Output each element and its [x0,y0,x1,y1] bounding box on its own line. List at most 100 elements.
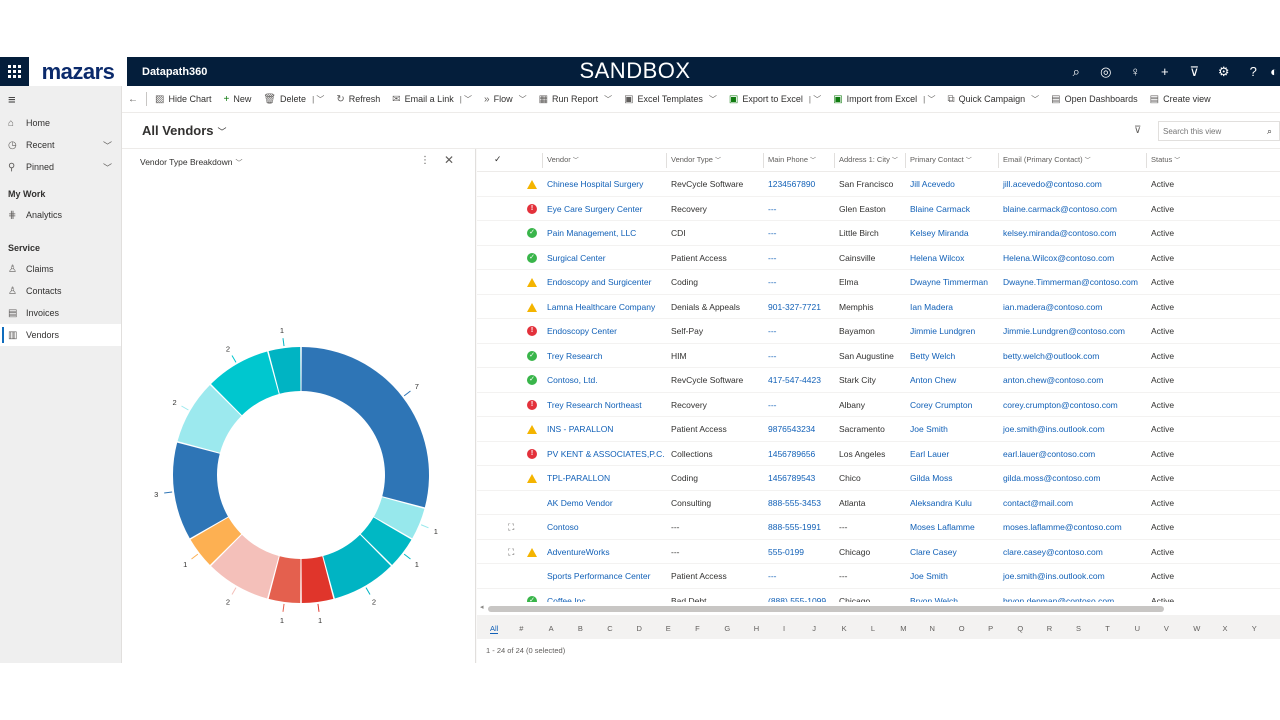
cell-main-phone[interactable]: 9876543234 [768,424,816,434]
table-row[interactable]: Chinese Hospital Surgery RevCycle Softwar… [477,172,1280,197]
alphabet-filter-j[interactable]: J [812,624,817,633]
cell-email[interactable]: earl.lauer@contoso.com [1003,448,1096,459]
cell-vendor[interactable]: Eye Care Surgery Center [547,203,643,214]
export-excel-button[interactable]: ▣ Export to Excel | ﹀ [723,86,827,113]
chevron-down-icon[interactable]: | ﹀ [923,94,936,104]
scroll-left-icon[interactable]: ◂ [480,604,484,611]
delete-button[interactable]: 🗑 Delete | ﹀ [257,86,330,113]
cell-primary-contact[interactable]: Joe Smith [910,424,948,434]
cell-main-phone[interactable]: --- [768,350,777,361]
run-report-button[interactable]: ▦ Run Report ﹀ [533,86,618,113]
cell-email[interactable]: contact@mail.com [1003,497,1074,508]
chevron-down-icon[interactable]: ﹀ [708,94,717,104]
sidebar-item-claims[interactable]: ♙ Claims [0,258,121,280]
hamburger-icon[interactable]: ≡ [8,91,16,107]
donut-slice[interactable] [301,556,334,603]
cell-primary-contact[interactable]: Helena Wilcox [910,252,965,263]
alphabet-filter-k[interactable]: K [841,624,847,633]
cell-primary-contact[interactable]: Kelsey Miranda [910,228,969,238]
cell-vendor[interactable]: Contoso, Ltd. [547,375,598,385]
table-row[interactable]: ✓ Coffee Inc Bad Debt (888) 555-1099 Chicago… [477,589,1280,602]
table-row[interactable]: TPL-PARALLON Coding 1456789543 Chico Gilda M… [477,466,1280,491]
alphabet-filter-d[interactable]: D [636,624,642,633]
alphabet-filter-f[interactable]: F [695,624,700,633]
column-header-main-phone[interactable]: Main Phone ﹀ [768,155,816,164]
chevron-down-icon[interactable]: ﹀ [604,94,613,104]
alphabet-filter-o[interactable]: O [958,624,965,633]
close-icon[interactable]: ✕ [444,153,455,167]
alphabet-filter-r[interactable]: R [1046,624,1053,633]
hierarchy-icon[interactable]: ⛶ [508,522,515,532]
table-row[interactable]: ! Eye Care Surgery Center Recovery --- Glen … [477,197,1280,221]
cell-main-phone[interactable]: 1234567890 [768,179,816,189]
donut-slice[interactable] [211,351,279,416]
refresh-button[interactable]: ↻ Refresh [330,86,386,113]
donut-slice[interactable] [190,517,242,565]
cell-primary-contact[interactable]: Aleksandra Kulu [910,497,972,508]
chevron-down-icon[interactable]: | ﹀ [459,94,473,104]
cell-vendor[interactable]: AK Demo Vendor [547,497,613,508]
cell-email[interactable]: corey.crumpton@contoso.com [1003,399,1118,410]
more-options-icon[interactable]: ⋮ [420,155,430,166]
cell-main-phone[interactable]: --- [768,277,777,287]
cell-main-phone[interactable]: 555-0199 [768,546,804,557]
chevron-down-icon[interactable]: ﹀ [102,140,112,151]
cell-vendor[interactable]: Endoscopy Center [547,326,617,336]
cell-email[interactable]: joe.smith@ins.outlook.com [1003,424,1105,434]
chart-selector[interactable]: Vendor Type Breakdown ﹀ [140,157,242,168]
alphabet-filter-m[interactable]: M [900,624,907,633]
cell-main-phone[interactable]: --- [768,571,777,581]
chevron-down-icon[interactable]: | ﹀ [808,94,822,104]
target-icon[interactable]: ◎ [1100,63,1112,79]
cell-main-phone[interactable]: --- [768,252,777,263]
user-icon[interactable]: ◐ [1270,64,1278,79]
cell-email[interactable]: ian.madera@contoso.com [1003,301,1103,312]
cell-main-phone[interactable]: --- [768,228,777,238]
donut-slice[interactable] [323,534,391,599]
cell-email[interactable]: anton.chew@contoso.com [1003,375,1104,385]
chevron-down-icon[interactable]: ﹀ [1031,94,1040,104]
quick-campaign-button[interactable]: ⧉ Quick Campaign ﹀ [941,86,1045,113]
donut-slice[interactable] [360,517,412,565]
alphabet-filter-w[interactable]: W [1193,624,1201,633]
cell-email[interactable]: blaine.carmack@contoso.com [1003,203,1117,214]
cell-email[interactable]: clare.casey@contoso.com [1003,546,1103,557]
alphabet-filter-s[interactable]: S [1076,624,1082,633]
donut-slice[interactable] [177,385,242,453]
table-row[interactable]: AK Demo Vendor Consulting 888-555-3453 Atla… [477,491,1280,515]
sidebar-item-pinned[interactable]: ⚲ Pinned ﹀ [0,156,121,178]
column-header-vendor[interactable]: Vendor ﹀ [547,155,579,164]
chevron-down-icon[interactable]: ﹀ [518,94,527,104]
column-header-status[interactable]: Status ﹀ [1151,155,1180,164]
column-header-vendor-type[interactable]: Vendor Type ﹀ [671,155,721,164]
cell-main-phone[interactable]: 888-555-3453 [768,497,821,508]
alphabet-filter-t[interactable]: T [1105,624,1110,633]
back-button[interactable]: ← [122,86,144,113]
cell-primary-contact[interactable]: Clare Casey [910,546,957,557]
cell-vendor[interactable]: AdventureWorks [547,546,610,557]
cell-primary-contact[interactable]: Joe Smith [910,571,948,581]
table-row[interactable]: ! Trey Research Northeast Recovery --- Alban… [477,393,1280,417]
table-row[interactable]: ! PV KENT & ASSOCIATES,P.C. Collections 145… [477,442,1280,466]
sidebar-item-recent[interactable]: ◷ Recent ﹀ [0,134,121,156]
alphabet-filter-e[interactable]: E [665,624,671,633]
app-name[interactable]: Datapath360 [142,65,208,78]
cell-vendor[interactable]: Trey Research Northeast [547,399,642,410]
cell-vendor[interactable]: Trey Research [547,350,603,361]
select-all-checkbox[interactable]: ✓ [494,154,502,164]
filter-icon[interactable]: ⊽ [1189,63,1199,79]
alphabet-filter-a[interactable]: A [548,624,554,633]
help-icon[interactable]: ? [1249,64,1257,79]
table-row[interactable]: ⛶ AdventureWorks --- 555-0199 Chicago Clare C… [477,540,1280,564]
alphabet-filter-h[interactable]: H [753,624,760,633]
table-row[interactable]: Endoscopy and Surgicenter Coding --- Elma Dw… [477,270,1280,295]
cell-email[interactable]: kelsey.miranda@contoso.com [1003,228,1117,238]
excel-templates-button[interactable]: ▣ Excel Templates ﹀ [618,86,723,113]
cell-email[interactable]: jill.acevedo@contoso.com [1003,179,1102,189]
cell-primary-contact[interactable]: Dwayne Timmerman [910,277,988,287]
cell-primary-contact[interactable]: Moses Laflamme [910,522,975,532]
cell-vendor[interactable]: TPL-PARALLON [547,473,611,483]
sidebar-item-vendors[interactable]: ▥ Vendors [0,324,121,346]
sidebar-item-analytics[interactable]: ⋕ Analytics [0,204,121,226]
gear-icon[interactable]: ⚙ [1217,63,1230,79]
